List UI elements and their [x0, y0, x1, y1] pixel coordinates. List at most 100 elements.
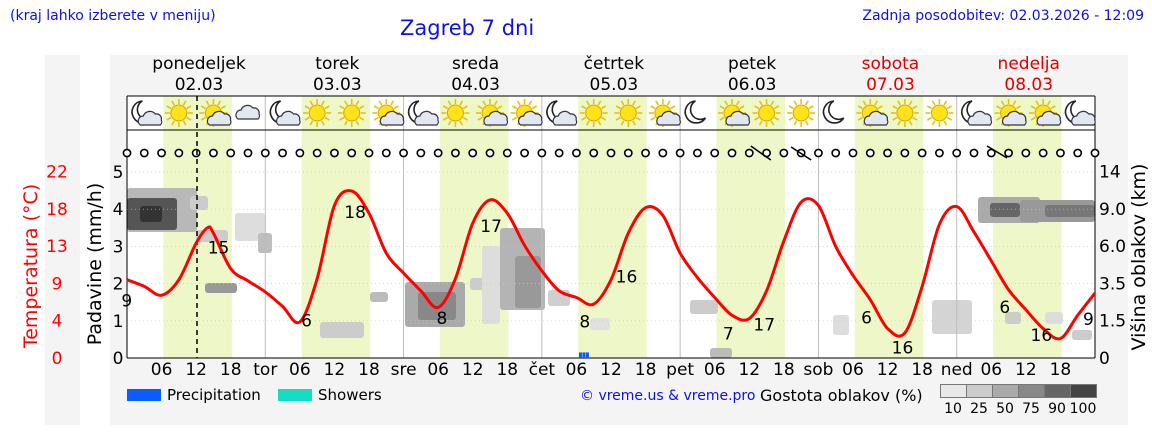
x-tick-label: 12 [1015, 360, 1037, 380]
day-name: sreda [452, 54, 499, 74]
daylight-bands [163, 96, 1062, 358]
temperature-tick-label: 9 [52, 274, 63, 294]
precipitation-tick-label: 5 [113, 163, 124, 183]
wind-calm-marker [744, 148, 754, 158]
daylight-band [716, 96, 786, 358]
cloud-height-tick-label: 6.0 [1099, 237, 1126, 257]
sun-icon [787, 99, 816, 127]
density-label: 75 [1022, 401, 1040, 417]
wind-calm-marker [399, 148, 408, 158]
day-name: torek [315, 54, 359, 74]
cloud-height-tick-label: 0 [1099, 349, 1110, 369]
cloud-patch [1045, 312, 1063, 324]
wind-calm-marker [814, 148, 823, 158]
cloud-height-tick-label: 14 [1099, 163, 1121, 183]
wind-calm-marker [537, 148, 547, 158]
density-swatch [1070, 384, 1097, 398]
sun-cloud-icon [1029, 99, 1062, 127]
cloud-patch [833, 315, 849, 335]
cloud-patch [1072, 330, 1092, 340]
x-tick-label: 06 [704, 360, 726, 380]
temperature-label: 18 [344, 203, 366, 223]
sun-cloud-icon [994, 99, 1027, 127]
x-tick-label: 12 [877, 360, 899, 380]
wind-calm-marker [485, 148, 495, 158]
sun-icon [614, 99, 643, 127]
moon-cloud-icon [131, 100, 163, 126]
last-update: Zadnja posodobitev: 02.03.2026 - 12:09 [862, 8, 1144, 24]
wind-calm-marker [157, 148, 166, 158]
wind-calm-marker [433, 148, 443, 158]
x-tick-label: tor [253, 360, 277, 380]
sun-icon [441, 99, 470, 127]
density-swatch [940, 384, 967, 398]
sun-icon [164, 99, 193, 127]
cloud-patch [590, 318, 610, 330]
wind-calm-marker [122, 148, 132, 158]
grid-lines [126, 95, 1096, 359]
cloud-patch [482, 246, 500, 324]
day-name: sobota [862, 54, 920, 74]
wind-calm-marker [969, 148, 979, 158]
temperature-label: 16 [892, 338, 914, 358]
sun-icon [303, 99, 332, 127]
wind-calm-marker [209, 148, 218, 158]
day-date: 05.03 [590, 75, 639, 95]
sun-icon [925, 99, 954, 127]
density-label: 90 [1048, 401, 1066, 417]
temperature-label: 15 [208, 238, 230, 258]
page-title: Zagreb 7 dni [400, 16, 535, 40]
credit-link[interactable]: © vreme.us & vreme.pro [580, 388, 756, 404]
temperature-tick-label: 18 [46, 200, 68, 220]
day-date: 07.03 [866, 75, 915, 95]
x-tick-label: 12 [462, 360, 484, 380]
wind-calm-marker [693, 148, 702, 158]
cloud-patch [235, 213, 265, 241]
wind-calm-marker [831, 148, 841, 158]
wind-calm-marker [260, 148, 270, 158]
legend-item-precipitation: Precipitation [127, 386, 261, 404]
wind-calm-marker [520, 148, 529, 158]
sun-cloud-icon [199, 99, 232, 127]
wind-calm-marker [1038, 148, 1048, 158]
wind-calm-marker [935, 148, 944, 158]
wind-calm-marker [710, 148, 720, 158]
x-tick-label: 06 [566, 360, 588, 380]
cloud-patch [205, 283, 237, 293]
wind-calm-marker [623, 148, 633, 158]
x-tick-label: 18 [220, 360, 242, 380]
temperature-line [126, 189, 1097, 341]
cloud-density-label: Gostota oblakov (%) [760, 386, 923, 405]
sun-icon [337, 99, 366, 127]
day-date: 02.03 [175, 75, 224, 95]
density-label: 50 [996, 401, 1014, 417]
x-tick-label: ned [941, 360, 973, 380]
wind-calm-marker [139, 148, 149, 158]
day-name: nedelja [998, 54, 1060, 74]
precipitation-bar [585, 352, 589, 358]
moon-cloud-icon [269, 100, 301, 126]
temperature-tick-label: 4 [52, 312, 63, 332]
wind-row [122, 145, 1100, 161]
cloud-height-tick-label: 9.0 [1099, 200, 1126, 220]
cloud-patch [140, 206, 162, 222]
x-tick-label: sre [391, 360, 417, 380]
x-tick-label: 18 [358, 360, 380, 380]
temperature-label: 6 [861, 308, 872, 328]
sun-cloud-icon [476, 99, 509, 127]
wind-calm-marker [502, 148, 512, 158]
x-tick-label: pet [666, 360, 694, 380]
precipitation-tick-label: 3 [113, 237, 124, 257]
precipitation-bar [582, 352, 586, 358]
wind-calm-marker [952, 148, 962, 158]
moon-icon [822, 100, 845, 124]
temperature-label: 9 [121, 291, 132, 311]
wind-calm-marker [1056, 148, 1065, 158]
temperature-label: 8 [579, 312, 590, 332]
density-label: 100 [1069, 401, 1097, 417]
cloud-height-tick-label: 3.5 [1099, 274, 1126, 294]
x-tick-label: 12 [324, 360, 346, 380]
x-tick-label: 18 [496, 360, 518, 380]
sun-cloud-icon [718, 99, 751, 127]
